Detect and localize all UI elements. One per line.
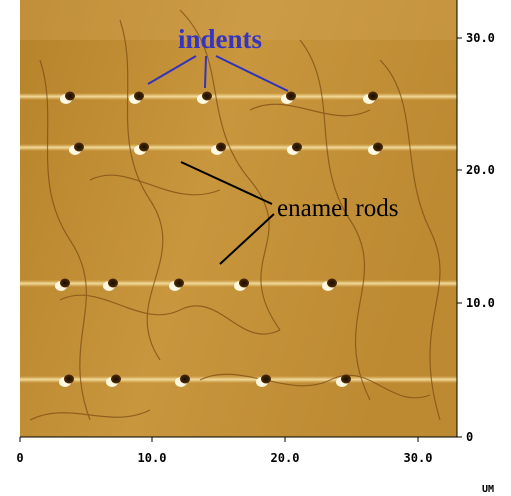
rods-label: enamel rods	[277, 195, 398, 222]
indent	[286, 92, 296, 101]
indents-label: indents	[178, 24, 262, 54]
indent	[139, 143, 149, 152]
y-tick-label: 20.0	[466, 163, 495, 177]
x-tick-label: 0	[16, 451, 23, 465]
indent	[292, 143, 302, 152]
indent	[327, 279, 337, 288]
indent	[341, 375, 351, 384]
indent	[74, 143, 84, 152]
indent	[64, 375, 74, 384]
indent	[65, 92, 75, 101]
indent	[373, 143, 383, 152]
indent	[108, 279, 118, 288]
indent	[239, 279, 249, 288]
afm-figure: 30.0 20.0 10.0 0 0 10.0 20.0 30.0 UM ind…	[0, 0, 511, 496]
indent	[180, 375, 190, 384]
indent	[60, 279, 70, 288]
indent	[202, 92, 212, 101]
axis-unit: UM	[482, 484, 494, 495]
x-tick-label: 30.0	[404, 451, 433, 465]
x-tick-label: 20.0	[271, 451, 300, 465]
indent	[261, 375, 271, 384]
indent	[111, 375, 121, 384]
y-tick-label: 0	[466, 430, 473, 444]
indent	[134, 92, 144, 101]
y-tick-label: 30.0	[466, 31, 495, 45]
indent	[368, 92, 378, 101]
y-tick-label: 10.0	[466, 296, 495, 310]
x-tick-label: 10.0	[138, 451, 167, 465]
indent	[216, 143, 226, 152]
indent	[174, 279, 184, 288]
